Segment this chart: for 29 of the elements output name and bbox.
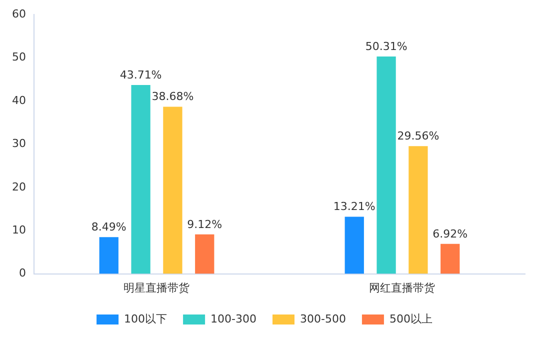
data-label: 43.71% [120,68,162,82]
x-tick-label: 网红直播带货 [369,281,436,294]
y-tick-label: 30 [12,137,26,150]
y-tick-label: 20 [12,180,26,194]
y-tick-label: 40 [12,94,26,107]
bar [131,84,150,274]
legend-label: 100以下 [124,312,168,326]
x-tick-label: 明星直播带货 [124,281,190,294]
data-label: 50.31% [365,40,408,53]
y-tick-label: 50 [12,50,26,64]
bar [376,56,396,274]
data-label: 9.12% [187,218,222,231]
bar [195,234,214,274]
bar [408,146,428,274]
y-tick-label: 10 [12,223,26,236]
bar [344,216,364,274]
legend-label: 300-500 [300,312,346,326]
data-label: 13.21% [333,200,376,214]
bar [163,106,182,274]
data-label: 6.92% [432,227,468,240]
data-label: 8.49% [91,220,126,234]
data-label: 38.68% [152,90,194,104]
y-tick-label: 60 [12,7,26,20]
data-label: 29.56% [397,129,440,142]
bar [99,237,118,274]
bar [440,244,460,274]
legend-label: 100-300 [210,312,257,326]
y-tick-label: 0 [18,266,26,280]
legend-label: 500以上 [389,312,432,326]
